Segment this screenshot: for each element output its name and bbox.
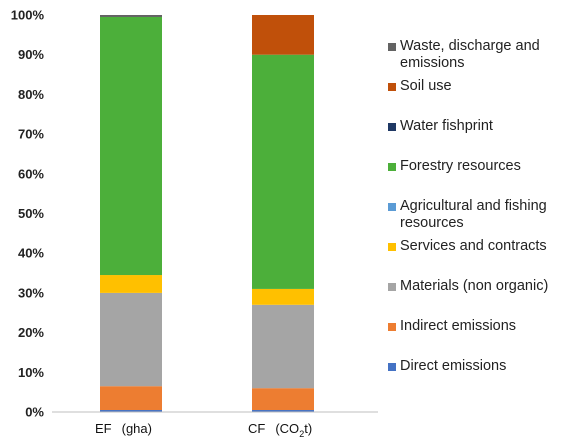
y-tick-label: 10% (18, 365, 44, 380)
bar-segment (100, 410, 162, 412)
legend-swatch (388, 243, 396, 251)
legend-item: Waste, discharge and emissions (388, 38, 572, 72)
legend-swatch (388, 163, 396, 171)
y-tick-label: 60% (18, 166, 44, 181)
legend-swatch (388, 363, 396, 371)
y-tick-label: 80% (18, 87, 44, 102)
bar-stack-cf (252, 15, 314, 412)
bar-segment (252, 304, 314, 389)
legend-label: Waste, discharge and emissions (400, 38, 540, 71)
category-label-cf: CF (CO2t) (248, 421, 312, 439)
bar-stack-ef (100, 15, 162, 412)
legend-swatch (388, 323, 396, 331)
legend-label: Services and contracts (400, 238, 547, 254)
legend-item: Agricultural and fishing resources (388, 198, 572, 232)
bar-segment (252, 54, 314, 289)
y-tick-label: 50% (18, 206, 44, 221)
legend-label: Materials (non organic) (400, 278, 549, 294)
bar-segment (252, 388, 314, 411)
bar-segment (100, 292, 162, 387)
legend-item: Materials (non organic) (388, 278, 572, 295)
category-label-ef: EF (gha) (95, 421, 152, 436)
legend-label: Agricultural and fishing resources (400, 198, 547, 231)
y-tick-label: 100% (11, 8, 45, 23)
legend-label: Indirect emissions (400, 318, 517, 334)
y-tick-label: 30% (18, 285, 44, 300)
legend-item: Forestry resources (388, 158, 572, 175)
y-axis-ticks: 0% 10% 20% 30% 40% 50% 60% 70% 80% 90% 100% (11, 8, 45, 420)
bar-segment (100, 275, 162, 293)
legend-item: Services and contracts (388, 238, 572, 255)
legend-label: Direct emissions (400, 358, 507, 374)
bars (100, 15, 314, 412)
legend-label: Water fishprint (400, 118, 493, 134)
y-tick-label: 90% (18, 47, 44, 62)
bar-segment (100, 15, 162, 17)
bar-segment (100, 386, 162, 411)
y-tick-label: 40% (18, 246, 44, 261)
bar-segment (100, 16, 162, 276)
legend-label: Forestry resources (400, 158, 521, 174)
bar-segment (252, 410, 314, 412)
y-tick-label: 0% (25, 405, 44, 420)
bar-segment (252, 288, 314, 305)
y-tick-label: 20% (18, 325, 44, 340)
legend-swatch (388, 83, 396, 91)
legend-swatch (388, 43, 396, 51)
bar-segment (252, 15, 314, 55)
legend-swatch (388, 283, 396, 291)
legend-swatch (388, 123, 396, 131)
legend-item: Water fishprint (388, 118, 572, 135)
legend-item: Indirect emissions (388, 318, 572, 335)
y-tick-label: 70% (18, 127, 44, 142)
legend-item: Direct emissions (388, 358, 572, 375)
legend-label: Soil use (400, 78, 452, 94)
legend-swatch (388, 203, 396, 211)
legend-item: Soil use (388, 78, 572, 95)
